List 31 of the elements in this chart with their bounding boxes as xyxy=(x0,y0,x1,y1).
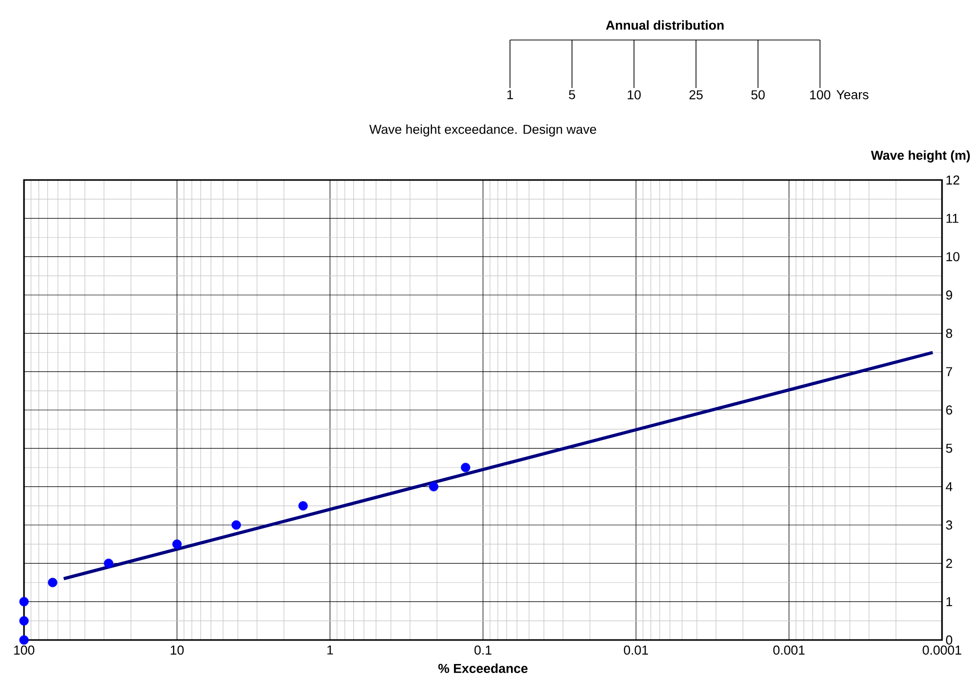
y-tick-label: 4 xyxy=(946,482,952,492)
x-tick-label: 0.01 xyxy=(624,646,648,655)
y-tick-label: 8 xyxy=(946,328,952,338)
x-tick-label: 0.1 xyxy=(474,646,492,655)
y-tick-label: 3 xyxy=(946,520,952,530)
x-tick-label: 100 xyxy=(14,646,34,655)
y-axis-title: Wave height (m) xyxy=(870,150,970,162)
y-tick-label: 12 xyxy=(946,175,960,185)
y-tick-label: 10 xyxy=(946,252,960,262)
category-label: 1 xyxy=(507,90,513,100)
x-tick-label: 0.0001 xyxy=(922,646,962,655)
category-label: 5 xyxy=(568,90,576,100)
x-tick-label: 1 xyxy=(327,646,333,654)
y-tick-label: 0 xyxy=(946,635,952,645)
y-tick-label: 5 xyxy=(946,444,952,453)
y-tick-label: 9 xyxy=(946,290,952,300)
y-tick-label: 1 xyxy=(946,597,952,606)
y-tick-label: 11 xyxy=(946,214,958,223)
text: Years xyxy=(836,90,868,100)
y-tick-label: 2 xyxy=(946,558,952,568)
category-label: 100 xyxy=(810,90,830,100)
x-tick-label: 0.001 xyxy=(773,646,805,655)
chart-title: Wave height exceedance. Design wave xyxy=(369,124,596,136)
x-axis-title: % Exceedance xyxy=(438,664,528,674)
y-tick-label: 6 xyxy=(946,405,952,415)
category-label: 10 xyxy=(628,90,641,100)
category-label: 50 xyxy=(751,90,765,100)
x-tick-label: 10 xyxy=(170,646,184,655)
y-tick-label: 7 xyxy=(946,367,952,376)
category-label: 25 xyxy=(689,90,703,100)
text: Annual distribution xyxy=(606,20,724,30)
